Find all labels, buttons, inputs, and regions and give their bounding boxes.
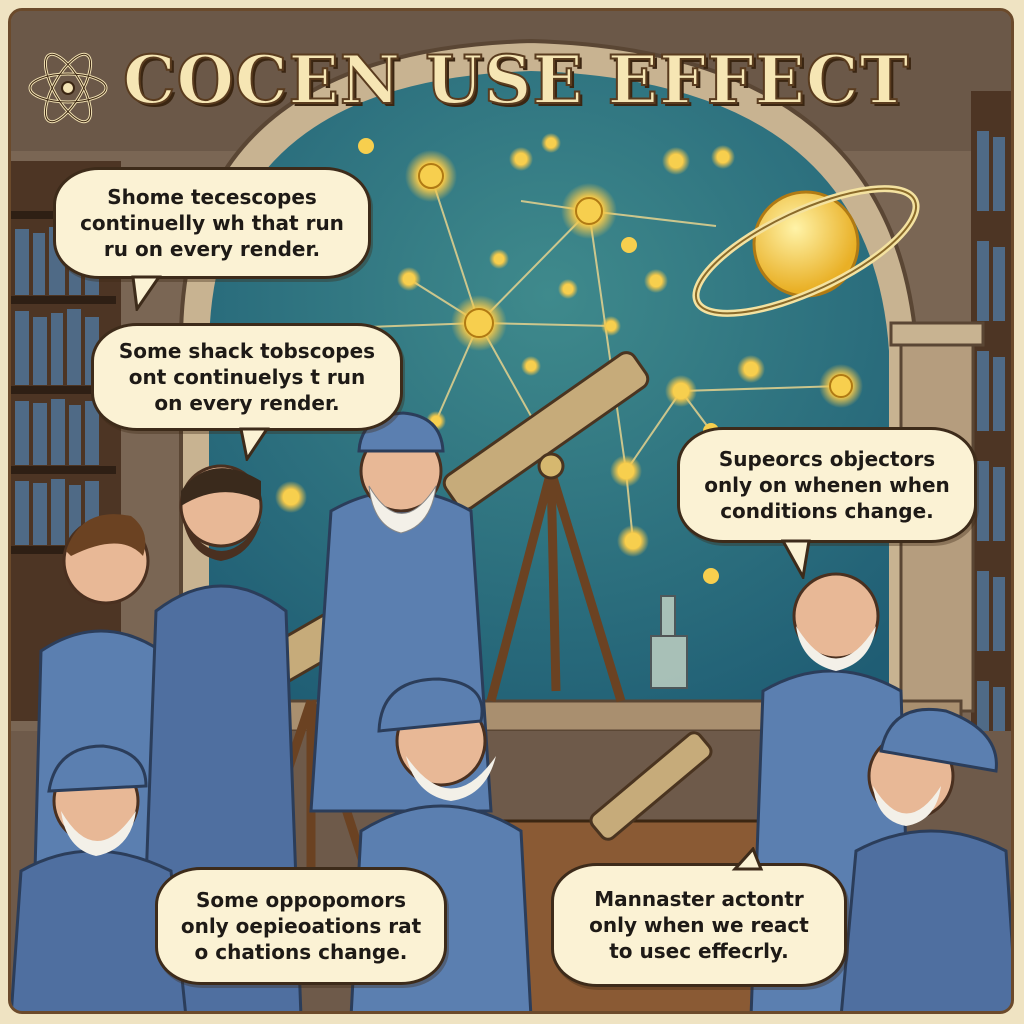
bubble-tail [781, 539, 811, 579]
speech-bubble-text: Shome tecescopes continuelly wh that run… [80, 185, 344, 261]
bubble-tail [131, 275, 162, 311]
illustration-frame: COCEN USE EFFECT Shome tecescopes contin… [8, 8, 1014, 1014]
ringed-planet-icon [692, 185, 920, 317]
speech-bubble-text: Some oppopomors only oepieoations rat o … [180, 888, 422, 964]
bubble-tail [239, 427, 270, 461]
speech-bubble-bottom-right: Mannaster actontr only when we react to … [551, 863, 847, 987]
speech-bubble-text: Supeorcs objectors only on whenen when c… [704, 447, 950, 523]
speech-bubble-right: Supeorcs objectors only on whenen when c… [677, 427, 977, 543]
speech-bubble-text: Some shack tobscopes ont continuelys t r… [118, 339, 376, 415]
telescope-icon [442, 351, 650, 703]
speech-bubble-top-left: Shome tecescopes continuelly wh that run… [53, 167, 371, 279]
page-title: COCEN USE EFFECT [122, 40, 910, 120]
speech-bubble-text: Mannaster actontr only when we react to … [589, 887, 809, 963]
right-bookshelf [971, 91, 1011, 851]
speech-bubble-bottom-left: Some oppopomors only oepieoations rat o … [155, 867, 447, 985]
bottle [650, 595, 688, 689]
speech-bubble-mid-left: Some shack tobscopes ont continuelys t r… [91, 323, 403, 431]
constellation-stars [275, 133, 863, 584]
atom-icon [28, 52, 108, 124]
left-bookshelf [11, 161, 121, 721]
bubble-tail [731, 847, 764, 871]
astronomer-figures [11, 411, 1011, 1011]
